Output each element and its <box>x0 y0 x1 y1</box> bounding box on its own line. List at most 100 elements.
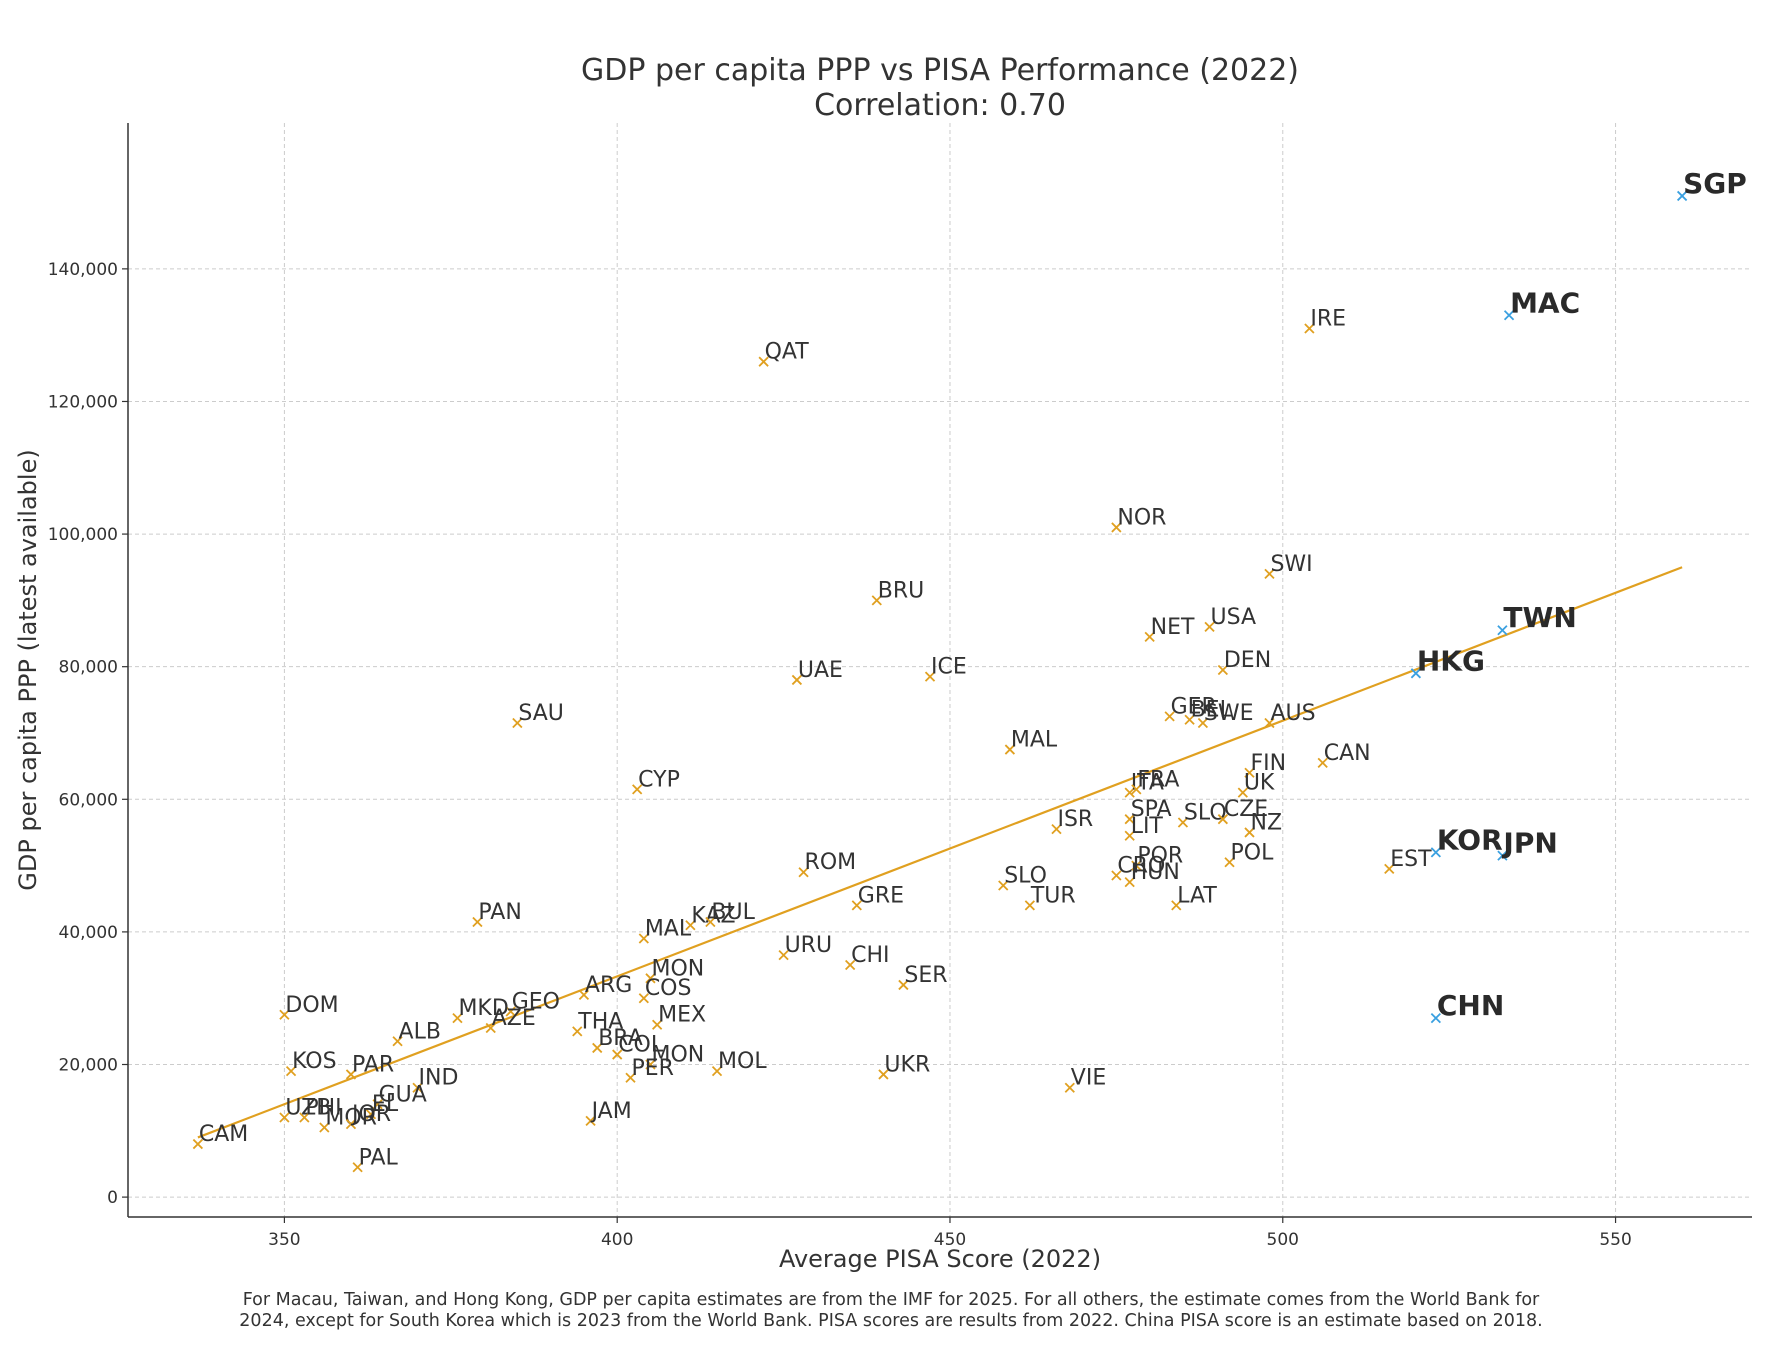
point-label: ROM <box>805 850 857 875</box>
data-point: SAU <box>512 701 564 729</box>
chart-subtitle: Correlation: 0.70 <box>814 88 1066 123</box>
data-point: PER <box>625 1056 674 1083</box>
point-label: DEN <box>1224 648 1271 673</box>
data-point: PAR <box>345 1052 394 1080</box>
point-label: MAL <box>645 917 692 942</box>
point-label: JPN <box>1501 827 1557 860</box>
data-point: ICE <box>924 655 967 682</box>
point-label: LIT <box>1131 814 1164 839</box>
y-tick-label: 120,000 <box>48 392 118 412</box>
data-point: CYP <box>632 767 680 795</box>
data-point: PHI <box>299 1096 342 1123</box>
data-point: JPN <box>1497 827 1558 861</box>
data-point: EL <box>365 1092 399 1120</box>
data-point: UK <box>1237 771 1275 798</box>
data-point: PAN <box>472 900 522 928</box>
data-point: MEX <box>651 1003 706 1030</box>
data-point: UAE <box>791 658 843 686</box>
point-label: POL <box>1231 840 1275 865</box>
data-point: AZE <box>485 1006 536 1034</box>
point-label: BUL <box>711 900 755 925</box>
data-point: ARG <box>578 973 632 1001</box>
point-label: NZ <box>1250 810 1282 835</box>
point-label: KOS <box>292 1049 337 1074</box>
point-label: SER <box>904 963 947 988</box>
data-point: JAM <box>585 1099 632 1126</box>
point-label: HUN <box>1131 860 1180 885</box>
data-point: JOR <box>345 1102 391 1130</box>
data-point: CZE <box>1217 797 1268 825</box>
point-label: POR <box>1137 844 1183 869</box>
data-point: MON <box>645 956 704 984</box>
point-label: QAT <box>765 340 810 365</box>
point-label: ITA <box>1131 771 1164 796</box>
trendline-group <box>197 566 1683 1139</box>
point-label: ALB <box>399 1019 441 1044</box>
data-points: SGP MAC TWN HKG KOR JPN CHN IRE QAT NOR SWI BRU USA N… <box>192 167 1747 1173</box>
point-label: CAM <box>199 1122 248 1147</box>
data-point: BEL <box>1184 698 1233 725</box>
data-point: SPA <box>1124 797 1172 825</box>
point-label: JAM <box>590 1099 632 1124</box>
point-label: ARG <box>585 973 632 998</box>
point-label: KOR <box>1437 823 1503 856</box>
data-point: PAL <box>352 1145 399 1173</box>
data-point: CHN <box>1430 989 1504 1024</box>
point-label: GUA <box>379 1082 427 1107</box>
point-label: PAR <box>352 1052 394 1077</box>
data-point: GEO <box>505 989 560 1017</box>
point-label: ICE <box>931 655 967 680</box>
point-label: VIE <box>1071 1066 1106 1091</box>
data-point: KOS <box>285 1049 337 1077</box>
data-point: MAL <box>1004 728 1058 755</box>
data-point: ALB <box>392 1019 441 1047</box>
data-point: BRU <box>871 578 924 606</box>
y-tick-label: 100,000 <box>48 525 118 545</box>
point-label: UK <box>1244 771 1275 796</box>
y-tick-label: 20,000 <box>59 1056 118 1076</box>
point-label: CHN <box>1437 989 1504 1022</box>
point-label: MAL <box>1011 728 1058 753</box>
trendline <box>197 566 1683 1139</box>
data-point: SLO <box>998 863 1047 891</box>
point-label: MAC <box>1510 286 1580 319</box>
data-point: CHI <box>845 943 890 971</box>
y-tick-label: 0 <box>107 1188 118 1208</box>
point-label: BRA <box>598 1026 643 1051</box>
x-tick-label: 350 <box>268 1230 300 1250</box>
point-label: PER <box>632 1056 674 1081</box>
point-label: TWN <box>1503 601 1576 634</box>
data-point: VIE <box>1064 1066 1106 1093</box>
x-tick-label: 500 <box>1267 1230 1299 1250</box>
data-point: UZB <box>279 1096 331 1123</box>
point-label: CZE <box>1224 797 1268 822</box>
data-point: COL <box>612 1033 664 1060</box>
data-point: POR <box>1131 844 1183 871</box>
point-label: PAL <box>359 1145 399 1170</box>
data-point: TUR <box>1024 883 1076 911</box>
data-point: NET <box>1144 615 1195 642</box>
data-point: QAT <box>758 340 810 367</box>
data-point: MAC <box>1503 286 1580 321</box>
y-tick-label: 40,000 <box>59 923 118 943</box>
data-point: MAL <box>638 917 692 944</box>
data-point: EST <box>1384 847 1432 875</box>
point-label: BEL <box>1191 698 1233 723</box>
point-label: MEX <box>658 1003 706 1028</box>
point-label: TUR <box>1030 883 1076 908</box>
data-point: DOM <box>279 993 339 1020</box>
data-point: IRE <box>1304 307 1346 334</box>
point-label: SPA <box>1131 797 1172 822</box>
point-label: NOR <box>1117 505 1166 530</box>
data-point: NOR <box>1111 505 1166 533</box>
footnote: For Macau, Taiwan, and Hong Kong, GDP pe… <box>239 1290 1543 1331</box>
data-point: LAT <box>1171 883 1217 911</box>
data-point: CAM <box>192 1122 248 1150</box>
data-point: BRA <box>592 1026 643 1054</box>
point-label: EL <box>372 1092 399 1117</box>
data-point: BUL <box>705 900 756 928</box>
x-tick-label: 450 <box>934 1230 966 1250</box>
data-point: NZ <box>1244 810 1282 838</box>
point-label: PHI <box>305 1096 341 1121</box>
